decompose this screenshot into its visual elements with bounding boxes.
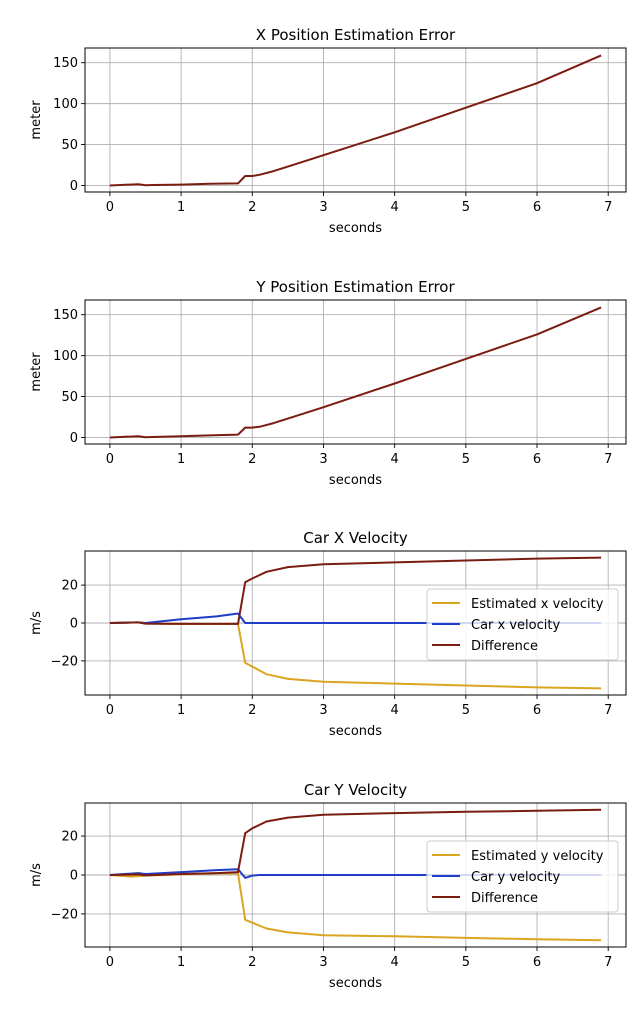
x-tick-label: 6	[533, 703, 541, 718]
x-tick-label: 7	[604, 703, 612, 718]
y-axis-label: m/s	[29, 611, 44, 635]
x-tick-label: 1	[177, 955, 185, 970]
x-tick-label: 1	[177, 200, 185, 215]
legend-box	[426, 840, 619, 913]
y-tick-label: 0	[70, 617, 78, 632]
x-tick-label: 0	[106, 955, 114, 970]
x-axis-label: seconds	[329, 724, 382, 739]
x-tick-label: 6	[533, 955, 541, 970]
y-tick-label: 100	[53, 97, 78, 112]
y-tick-label: 150	[53, 56, 78, 71]
x-tick-label: 5	[462, 955, 470, 970]
y-tick-label: 100	[53, 349, 78, 364]
y-tick-label: 0	[70, 869, 78, 884]
y-tick-label: −20	[51, 907, 78, 922]
plot-frame	[84, 299, 627, 445]
chart-3: 0 1 2 3 4 5 6 7 −20 0 20 Car X Velocity seconds m/s Es…	[29, 529, 627, 739]
x-tick-label: 1	[177, 452, 185, 467]
x-tick-label: 5	[462, 200, 470, 215]
chart-title: X Position Estimation Error	[256, 26, 456, 44]
legend-entry: Difference	[471, 891, 538, 906]
plot-frame	[84, 550, 627, 696]
legend-entry: Car y velocity	[471, 870, 560, 885]
legend: Estimated y velocity Car y velocity Differ…	[426, 840, 619, 913]
chart-2: 0 1 2 3 4 5 6 7 0 50 100 150 Y Position Estimation E…	[29, 278, 627, 488]
series-line-error	[109, 54, 602, 187]
x-tick-label: 2	[248, 452, 256, 467]
legend-box	[426, 588, 619, 661]
x-tick-label: 0	[106, 703, 114, 718]
x-tick-label: 3	[319, 703, 327, 718]
x-tick-label: 4	[391, 200, 399, 215]
y-tick-label: 150	[53, 308, 78, 323]
x-tick-label: 2	[248, 955, 256, 970]
series-line-difference	[109, 808, 602, 877]
x-tick-label: 0	[106, 200, 114, 215]
y-axis-label: meter	[29, 100, 44, 140]
x-tick-label: 3	[319, 200, 327, 215]
y-tick-label: 50	[61, 390, 78, 405]
series-line-error	[109, 306, 602, 439]
chart-1: 0 1 2 3 4 5 6 7 0 50 100 150 X Position Estimation E…	[29, 26, 627, 236]
chart-title: Car Y Velocity	[304, 781, 407, 799]
x-axis-label: seconds	[329, 473, 382, 488]
x-tick-label: 7	[604, 200, 612, 215]
chart-title: Y Position Estimation Error	[255, 278, 455, 296]
legend-entry: Difference	[471, 639, 538, 654]
x-tick-label: 3	[319, 452, 327, 467]
legend-entry: Estimated y velocity	[471, 849, 604, 864]
y-tick-label: 50	[61, 138, 78, 153]
x-axis-label: seconds	[329, 976, 382, 991]
plot-frame	[84, 802, 627, 948]
x-tick-label: 7	[604, 955, 612, 970]
y-axis-label: m/s	[29, 863, 44, 887]
legend-entry: Estimated x velocity	[471, 597, 604, 612]
y-tick-label: 0	[70, 431, 78, 446]
x-tick-label: 4	[391, 452, 399, 467]
y-tick-label: 20	[61, 830, 78, 845]
x-tick-label: 2	[248, 703, 256, 718]
y-tick-label: 0	[70, 179, 78, 194]
chart-4: 0 1 2 3 4 5 6 7 −20 0 20 Car Y Velocity seconds m/s Es…	[29, 781, 627, 991]
x-axis-label: seconds	[329, 221, 382, 236]
x-tick-label: 7	[604, 452, 612, 467]
y-tick-label: 20	[61, 579, 78, 594]
series-line-difference	[109, 556, 602, 625]
chart-title: Car X Velocity	[303, 529, 408, 547]
x-tick-label: 6	[533, 200, 541, 215]
legend: Estimated x velocity Car x velocity Differ…	[426, 588, 619, 661]
plot-frame	[84, 47, 627, 193]
x-tick-label: 4	[391, 703, 399, 718]
legend-entry: Car x velocity	[471, 618, 560, 633]
x-tick-label: 4	[391, 955, 399, 970]
x-tick-label: 1	[177, 703, 185, 718]
x-tick-label: 2	[248, 200, 256, 215]
x-tick-label: 6	[533, 452, 541, 467]
y-tick-label: −20	[51, 654, 78, 669]
x-tick-label: 0	[106, 452, 114, 467]
y-axis-label: meter	[29, 352, 44, 392]
x-tick-label: 3	[319, 955, 327, 970]
x-tick-label: 5	[462, 703, 470, 718]
x-tick-label: 5	[462, 452, 470, 467]
